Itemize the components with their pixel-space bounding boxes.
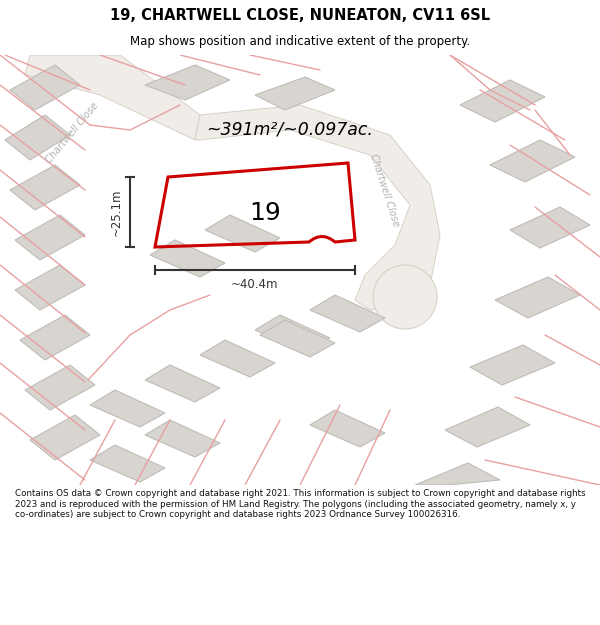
Polygon shape <box>255 315 330 352</box>
Polygon shape <box>490 140 575 182</box>
Text: Chartwell Close: Chartwell Close <box>44 101 100 166</box>
Polygon shape <box>150 240 225 277</box>
Polygon shape <box>415 463 500 485</box>
Polygon shape <box>495 277 580 318</box>
Polygon shape <box>195 105 440 310</box>
Polygon shape <box>10 65 80 110</box>
Polygon shape <box>90 390 165 427</box>
Text: Contains OS data © Crown copyright and database right 2021. This information is : Contains OS data © Crown copyright and d… <box>15 489 586 519</box>
Polygon shape <box>145 365 220 402</box>
Polygon shape <box>15 265 85 310</box>
Polygon shape <box>445 407 530 447</box>
Polygon shape <box>10 165 80 210</box>
Polygon shape <box>260 320 335 357</box>
Text: Chartwell Close: Chartwell Close <box>368 152 401 228</box>
Polygon shape <box>30 415 100 460</box>
Polygon shape <box>145 420 220 457</box>
Polygon shape <box>310 410 385 447</box>
Text: 19, CHARTWELL CLOSE, NUNEATON, CV11 6SL: 19, CHARTWELL CLOSE, NUNEATON, CV11 6SL <box>110 8 490 23</box>
Text: ~391m²/~0.097ac.: ~391m²/~0.097ac. <box>206 121 373 139</box>
Polygon shape <box>200 340 275 377</box>
Polygon shape <box>90 445 165 482</box>
Text: Map shows position and indicative extent of the property.: Map shows position and indicative extent… <box>130 35 470 48</box>
Polygon shape <box>310 295 385 332</box>
Polygon shape <box>15 215 85 260</box>
Polygon shape <box>25 365 95 410</box>
Text: ~40.4m: ~40.4m <box>231 278 279 291</box>
Polygon shape <box>20 315 90 360</box>
Polygon shape <box>145 65 230 100</box>
Polygon shape <box>255 77 335 110</box>
Circle shape <box>373 265 437 329</box>
Polygon shape <box>510 207 590 248</box>
Text: 19: 19 <box>249 201 281 225</box>
Polygon shape <box>470 345 555 385</box>
Polygon shape <box>5 115 70 160</box>
Text: ~25.1m: ~25.1m <box>110 188 122 236</box>
Polygon shape <box>205 215 280 252</box>
Polygon shape <box>25 55 200 140</box>
Polygon shape <box>460 80 545 122</box>
